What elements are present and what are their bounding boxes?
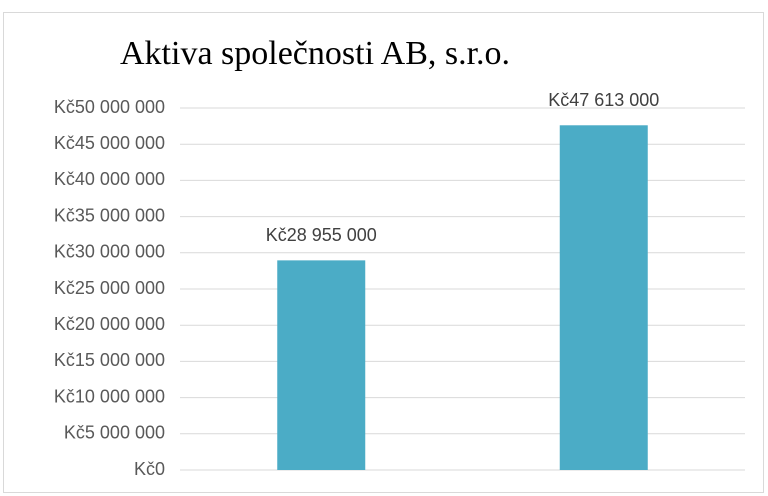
y-tick-label: Kč20 000 000 [54, 314, 165, 334]
bar [277, 260, 366, 470]
y-tick-label: Kč30 000 000 [54, 242, 165, 262]
y-tick-label: Kč45 000 000 [54, 133, 165, 153]
y-tick-label: Kč25 000 000 [54, 278, 165, 298]
chart-title: Aktiva společnosti AB, s.r.o. [120, 35, 510, 72]
y-tick-label: Kč50 000 000 [54, 97, 165, 117]
y-tick-label: Kč0 [134, 459, 165, 479]
data-label: Kč28 955 000 [266, 225, 377, 245]
y-tick-label: Kč5 000 000 [64, 423, 165, 443]
data-label: Kč47 613 000 [548, 90, 659, 110]
bar [559, 125, 648, 470]
y-tick-label: Kč15 000 000 [54, 350, 165, 370]
y-tick-label: Kč35 000 000 [54, 205, 165, 225]
y-tick-label: Kč40 000 000 [54, 169, 165, 189]
y-tick-label: Kč10 000 000 [54, 386, 165, 406]
